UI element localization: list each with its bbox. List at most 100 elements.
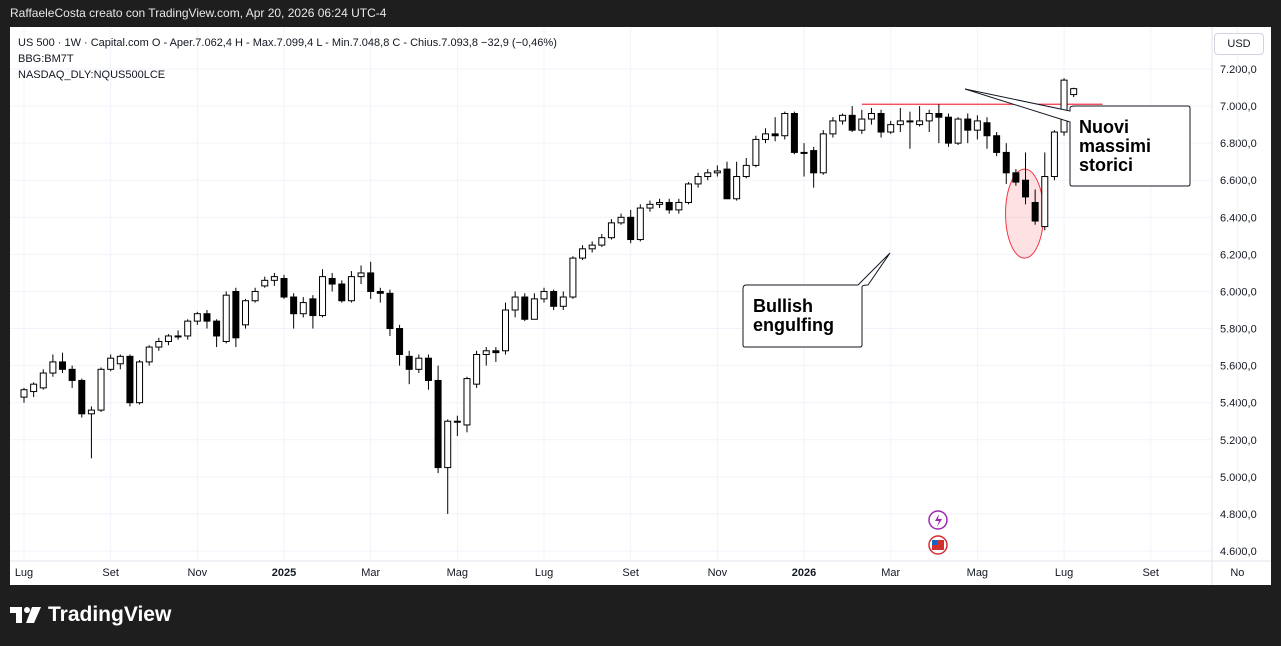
chart-panel[interactable]: 4.600,0 4.800,0 5.000,0 5.200,0 5.400,0 5.600…: [10, 27, 1271, 585]
candle-body: [521, 296, 529, 320]
x-tick-label: Lug: [535, 567, 553, 579]
y-tick-label: 6.800,0: [1220, 138, 1257, 150]
y-tick-label: 7.200,0: [1220, 64, 1257, 76]
legend-indicator-line-1: BBG:BM7T: [18, 53, 74, 65]
candle-body: [164, 335, 172, 343]
x-tick-label: Nov: [708, 567, 728, 579]
x-tick-label: Mag: [967, 567, 988, 579]
us-flag-stripes-icon: [932, 540, 944, 550]
currency-button[interactable]: USD: [1214, 33, 1264, 55]
candle-body: [636, 207, 644, 241]
candle-body: [848, 114, 856, 131]
candle-body: [347, 276, 355, 302]
candle-body: [858, 118, 866, 131]
candle-body: [983, 122, 991, 137]
candle-body: [126, 355, 134, 404]
candle-body: [299, 302, 307, 315]
candle-body: [492, 350, 500, 354]
candle-body: [328, 277, 336, 285]
candlestick-chart[interactable]: 4.600,0 4.800,0 5.000,0 5.200,0 5.400,0 5.600…: [10, 27, 1271, 585]
candle-body: [367, 272, 375, 292]
candle-body: [68, 368, 76, 381]
candle-body: [97, 368, 105, 411]
candle-body: [559, 296, 567, 307]
candle-body: [251, 290, 259, 302]
callout-new-highs-line-3: storici: [1079, 155, 1134, 175]
candle-body: [453, 420, 461, 423]
candle-body: [906, 120, 914, 123]
candle-body: [790, 112, 798, 153]
candle-body: [569, 257, 577, 298]
x-tick-label: Set: [622, 567, 639, 579]
y-tick-label: 6.400,0: [1220, 212, 1257, 224]
candle-body: [424, 357, 432, 381]
y-tick-label: 4.600,0: [1220, 546, 1257, 558]
tradingview-logo[interactable]: TradingView: [10, 603, 171, 627]
candle-body: [1002, 151, 1010, 174]
candle-body: [540, 290, 548, 300]
y-tick-label: 5.600,0: [1220, 361, 1257, 373]
candle-body: [184, 320, 192, 337]
candle-body: [704, 172, 712, 178]
callout-new-highs-line-2: massimi: [1079, 136, 1152, 156]
candle-body: [1012, 172, 1020, 183]
candle-body: [810, 150, 818, 174]
candle-body: [684, 183, 692, 203]
candle-body: [829, 120, 837, 135]
callout-new-highs-box: [964, 88, 1191, 187]
candle-body: [964, 118, 972, 131]
candle-body: [713, 170, 721, 174]
candle-body: [935, 112, 943, 118]
candle-body: [232, 290, 240, 339]
legend-symbol-line: US 500 · 1W · Capital.com O - Aper.7.062…: [18, 37, 557, 49]
candle-body: [800, 151, 808, 154]
candle-body: [213, 320, 221, 337]
candle-body: [752, 138, 760, 166]
candle-body: [954, 118, 962, 144]
candle-body: [588, 244, 596, 250]
candle-body: [887, 124, 895, 133]
candle-body: [463, 378, 471, 426]
y-tick-label: 6.000,0: [1220, 286, 1257, 298]
candle-body: [357, 272, 365, 278]
candle-body: [1031, 201, 1039, 222]
candle-body: [145, 346, 153, 363]
candle-body: [107, 357, 115, 370]
candle-body: [155, 341, 163, 348]
candle-body: [1050, 131, 1058, 178]
candle-body: [944, 116, 952, 144]
tradingview-logo-icon: [10, 607, 41, 623]
candle-body: [39, 372, 47, 389]
candle-body: [386, 292, 394, 330]
candle-body: [579, 248, 587, 259]
candle-body: [290, 296, 298, 315]
candle-body: [819, 133, 827, 174]
candle-body: [973, 120, 981, 131]
candle-body: [867, 112, 875, 120]
candle-body: [646, 203, 654, 209]
candle-body: [280, 277, 288, 298]
x-tick-label: No: [1230, 567, 1244, 579]
candle-body: [839, 114, 847, 122]
candle-body: [993, 135, 1001, 153]
x-tick-label: Lug: [1055, 567, 1073, 579]
candle-body: [338, 283, 346, 302]
candle-body: [434, 379, 442, 469]
candle-body: [87, 409, 95, 415]
candle-body: [530, 298, 538, 320]
candle-body: [607, 222, 615, 239]
x-tick-label: Lug: [15, 567, 33, 579]
candle-body: [415, 357, 423, 370]
callout-engulfing-line-1: Bullish: [753, 296, 814, 316]
candle-body: [723, 168, 731, 200]
candle-body: [261, 279, 269, 287]
x-tick-label: 2026: [792, 567, 816, 579]
candle-body: [925, 112, 933, 122]
candle-body: [762, 133, 770, 140]
y-tick-label: 6.600,0: [1220, 175, 1257, 187]
candle-body: [309, 298, 317, 317]
candle-body: [511, 296, 519, 311]
candle-body: [482, 350, 490, 355]
y-tick-label: 7.000,0: [1220, 101, 1257, 113]
callout-new-highs-line-1: Nuovi: [1079, 117, 1130, 137]
